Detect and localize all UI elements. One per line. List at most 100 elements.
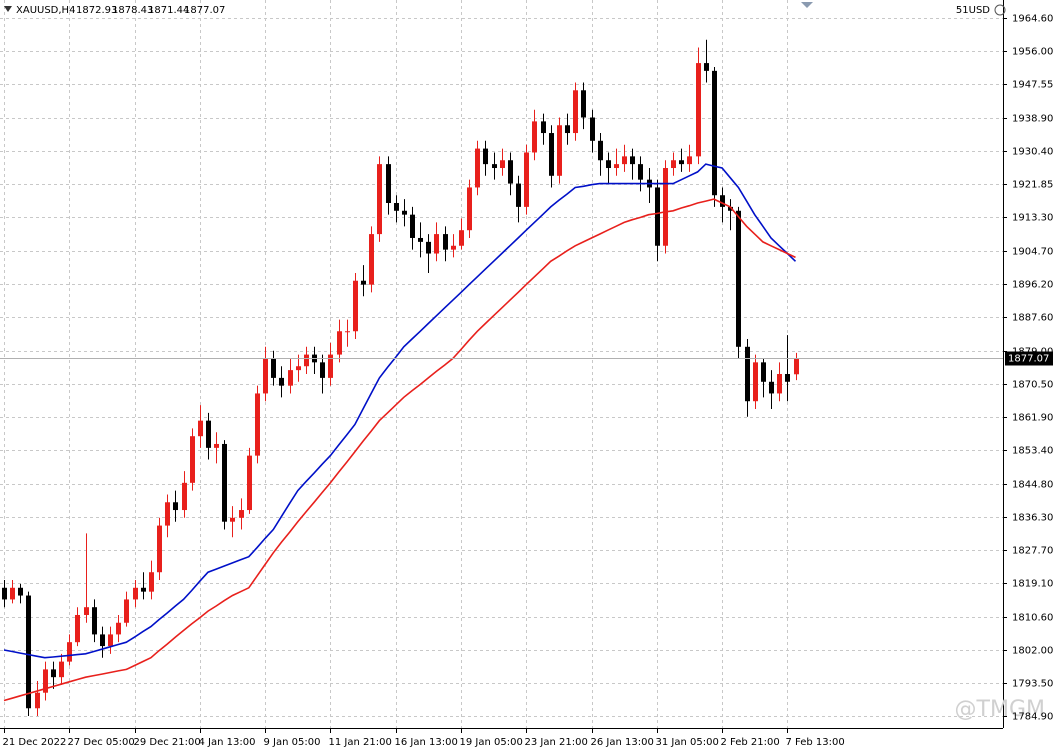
candle-body [108, 634, 113, 647]
candle-body [255, 393, 260, 456]
x-tick-label: 9 Jan 05:00 [264, 737, 321, 748]
candle-body [541, 121, 546, 134]
header-open: 1872.93 [76, 5, 117, 16]
candle-body [263, 358, 268, 394]
candle-body [198, 420, 203, 437]
candle-body [606, 160, 611, 169]
candle-body [745, 346, 750, 402]
header-high: 1878.43 [112, 5, 153, 16]
symbol: XAUUSD,H4 [16, 5, 75, 16]
candle-body [92, 607, 97, 635]
plot [0, 39, 1003, 717]
candle-body [785, 374, 790, 382]
candle-body [67, 642, 72, 662]
y-tick-label: 1853.40 [1012, 446, 1053, 457]
y-tick-label: 1793.50 [1012, 679, 1053, 690]
x-tick-label: 26 Jan 13:00 [591, 737, 654, 748]
x-tick-label: 27 Dec 05:00 [68, 737, 135, 748]
x-tick-label: 4 Jan 13:00 [199, 737, 256, 748]
y-tick-label: 1947.55 [1012, 80, 1053, 91]
candle-body [475, 148, 480, 188]
y-tick-label: 1861.90 [1012, 413, 1053, 424]
candle-body [443, 234, 448, 250]
candle-body [720, 195, 725, 207]
candle-body [573, 90, 578, 134]
candle-body [369, 234, 374, 285]
candle-body [508, 160, 513, 184]
x-tick-label: 29 Dec 21:00 [134, 737, 201, 748]
candle-body [581, 90, 586, 118]
candle-body [271, 358, 276, 378]
header-close: 1877.07 [184, 5, 225, 16]
candle-body [288, 370, 293, 386]
header-arrow [4, 6, 12, 12]
candle-body [247, 455, 252, 511]
candle-body [35, 692, 40, 709]
candle-body [549, 133, 554, 176]
candle-body [214, 443, 219, 448]
candle-body [239, 510, 244, 518]
candle-body [459, 230, 464, 246]
candle-body [524, 152, 529, 207]
candle-body [704, 63, 709, 71]
candle-body [26, 595, 31, 709]
candle-body [671, 160, 676, 169]
candle-body [402, 210, 407, 215]
x-tick-label: 19 Jan 05:00 [460, 737, 523, 748]
candle-body [614, 164, 619, 169]
y-tick-label: 1904.70 [1012, 247, 1053, 258]
candle-body [598, 140, 603, 161]
x-tick-label: 2 Feb 21:00 [721, 737, 780, 748]
candle-body [663, 168, 668, 246]
candle-body [761, 362, 766, 382]
candle-body [337, 331, 342, 355]
candle-body [100, 634, 105, 647]
shift-marker[interactable] [801, 2, 813, 8]
candle-body [418, 237, 423, 242]
candle-body [728, 206, 733, 211]
candle-body [532, 121, 537, 153]
candle-body [190, 436, 195, 483]
candle-body [679, 160, 684, 165]
y-tick-label: 1870.50 [1012, 380, 1053, 391]
moving-average [3, 198, 796, 702]
candle-body [345, 331, 350, 333]
candle-body [361, 280, 366, 285]
candle-body [622, 156, 627, 165]
candle-body [687, 156, 692, 165]
y-tick-label: 1921.85 [1012, 180, 1053, 191]
candle-body [18, 587, 23, 596]
account-icon[interactable] [994, 4, 1006, 16]
price-tag-label: 1877.07 [1008, 354, 1049, 365]
candle-body [10, 587, 15, 600]
candle-body [279, 377, 284, 386]
candle-body [769, 381, 774, 394]
candle-body [182, 482, 187, 511]
y-tick-label: 1964.60 [1012, 14, 1053, 25]
candle-body [500, 160, 505, 169]
candle-body [410, 214, 415, 238]
candle-body [565, 125, 570, 134]
candle-body [141, 587, 146, 592]
candle-body [467, 187, 472, 231]
candle-body [116, 622, 121, 635]
candle-body [75, 614, 80, 643]
candle-body [328, 354, 333, 378]
candle-body [124, 599, 129, 623]
y-tick-label: 1819.10 [1012, 579, 1053, 590]
candle-body [320, 362, 325, 378]
y-tick-label: 1827.70 [1012, 546, 1053, 557]
candle-body [222, 443, 227, 522]
candle-body [394, 202, 399, 211]
candle-body [377, 164, 382, 235]
candle-body [149, 572, 154, 592]
price-tag [1005, 351, 1053, 366]
candle-body [2, 587, 7, 600]
header-low: 1871.44 [148, 5, 189, 16]
candle-body [304, 354, 309, 367]
account-label: 51USD [956, 5, 990, 16]
y-tick-label: 1956.00 [1012, 47, 1053, 58]
x-tick-label: 16 Jan 13:00 [395, 737, 458, 748]
